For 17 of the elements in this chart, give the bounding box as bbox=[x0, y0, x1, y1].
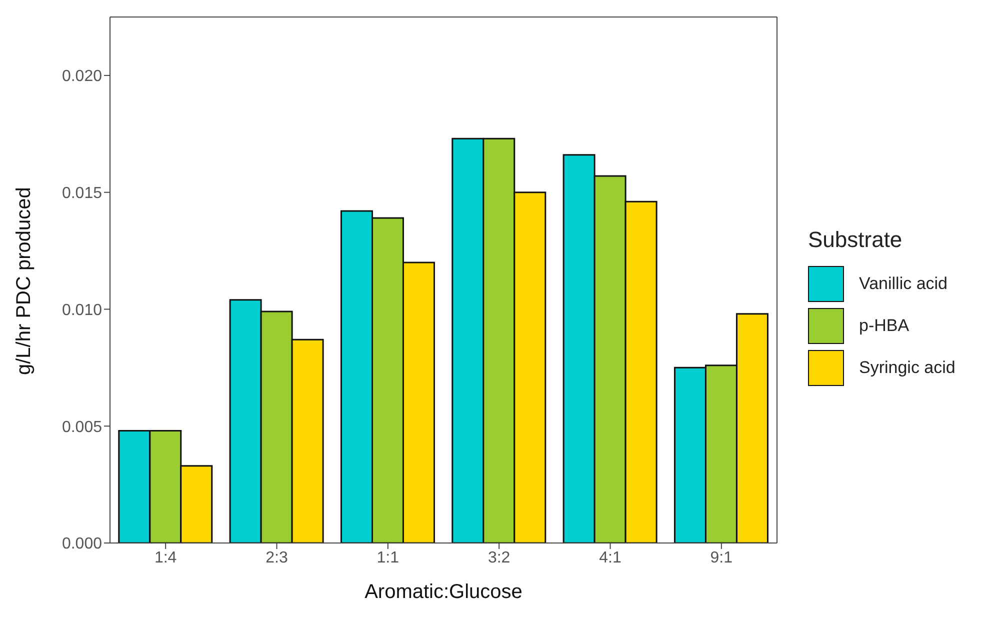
y-tick-label: 0.000 bbox=[62, 536, 102, 553]
x-axis-title: Aromatic:Glucose bbox=[364, 581, 522, 603]
legend-title: Substrate bbox=[808, 227, 904, 253]
x-tick-label: 9:1 bbox=[710, 549, 733, 566]
legend-label: Syringic acid bbox=[859, 358, 956, 378]
x-tick-label: 3:2 bbox=[488, 549, 510, 566]
x-tick-label: 4:1 bbox=[599, 549, 622, 566]
y-tick-label: 0.020 bbox=[62, 68, 102, 86]
x-tick-label: 2:3 bbox=[266, 549, 288, 566]
legend-label: p-HBA bbox=[859, 316, 910, 336]
y-tick-label: 0.010 bbox=[62, 302, 102, 319]
x-tick-label: 1:1 bbox=[376, 549, 400, 566]
y-tick-label: 0.015 bbox=[62, 185, 102, 202]
y-tick-label: 0.005 bbox=[62, 418, 102, 436]
legend-label: Vanillic acid bbox=[859, 274, 948, 294]
x-tick-label: 1:4 bbox=[154, 549, 177, 566]
y-axis-title: g/L/hr PDC produced bbox=[13, 187, 36, 375]
